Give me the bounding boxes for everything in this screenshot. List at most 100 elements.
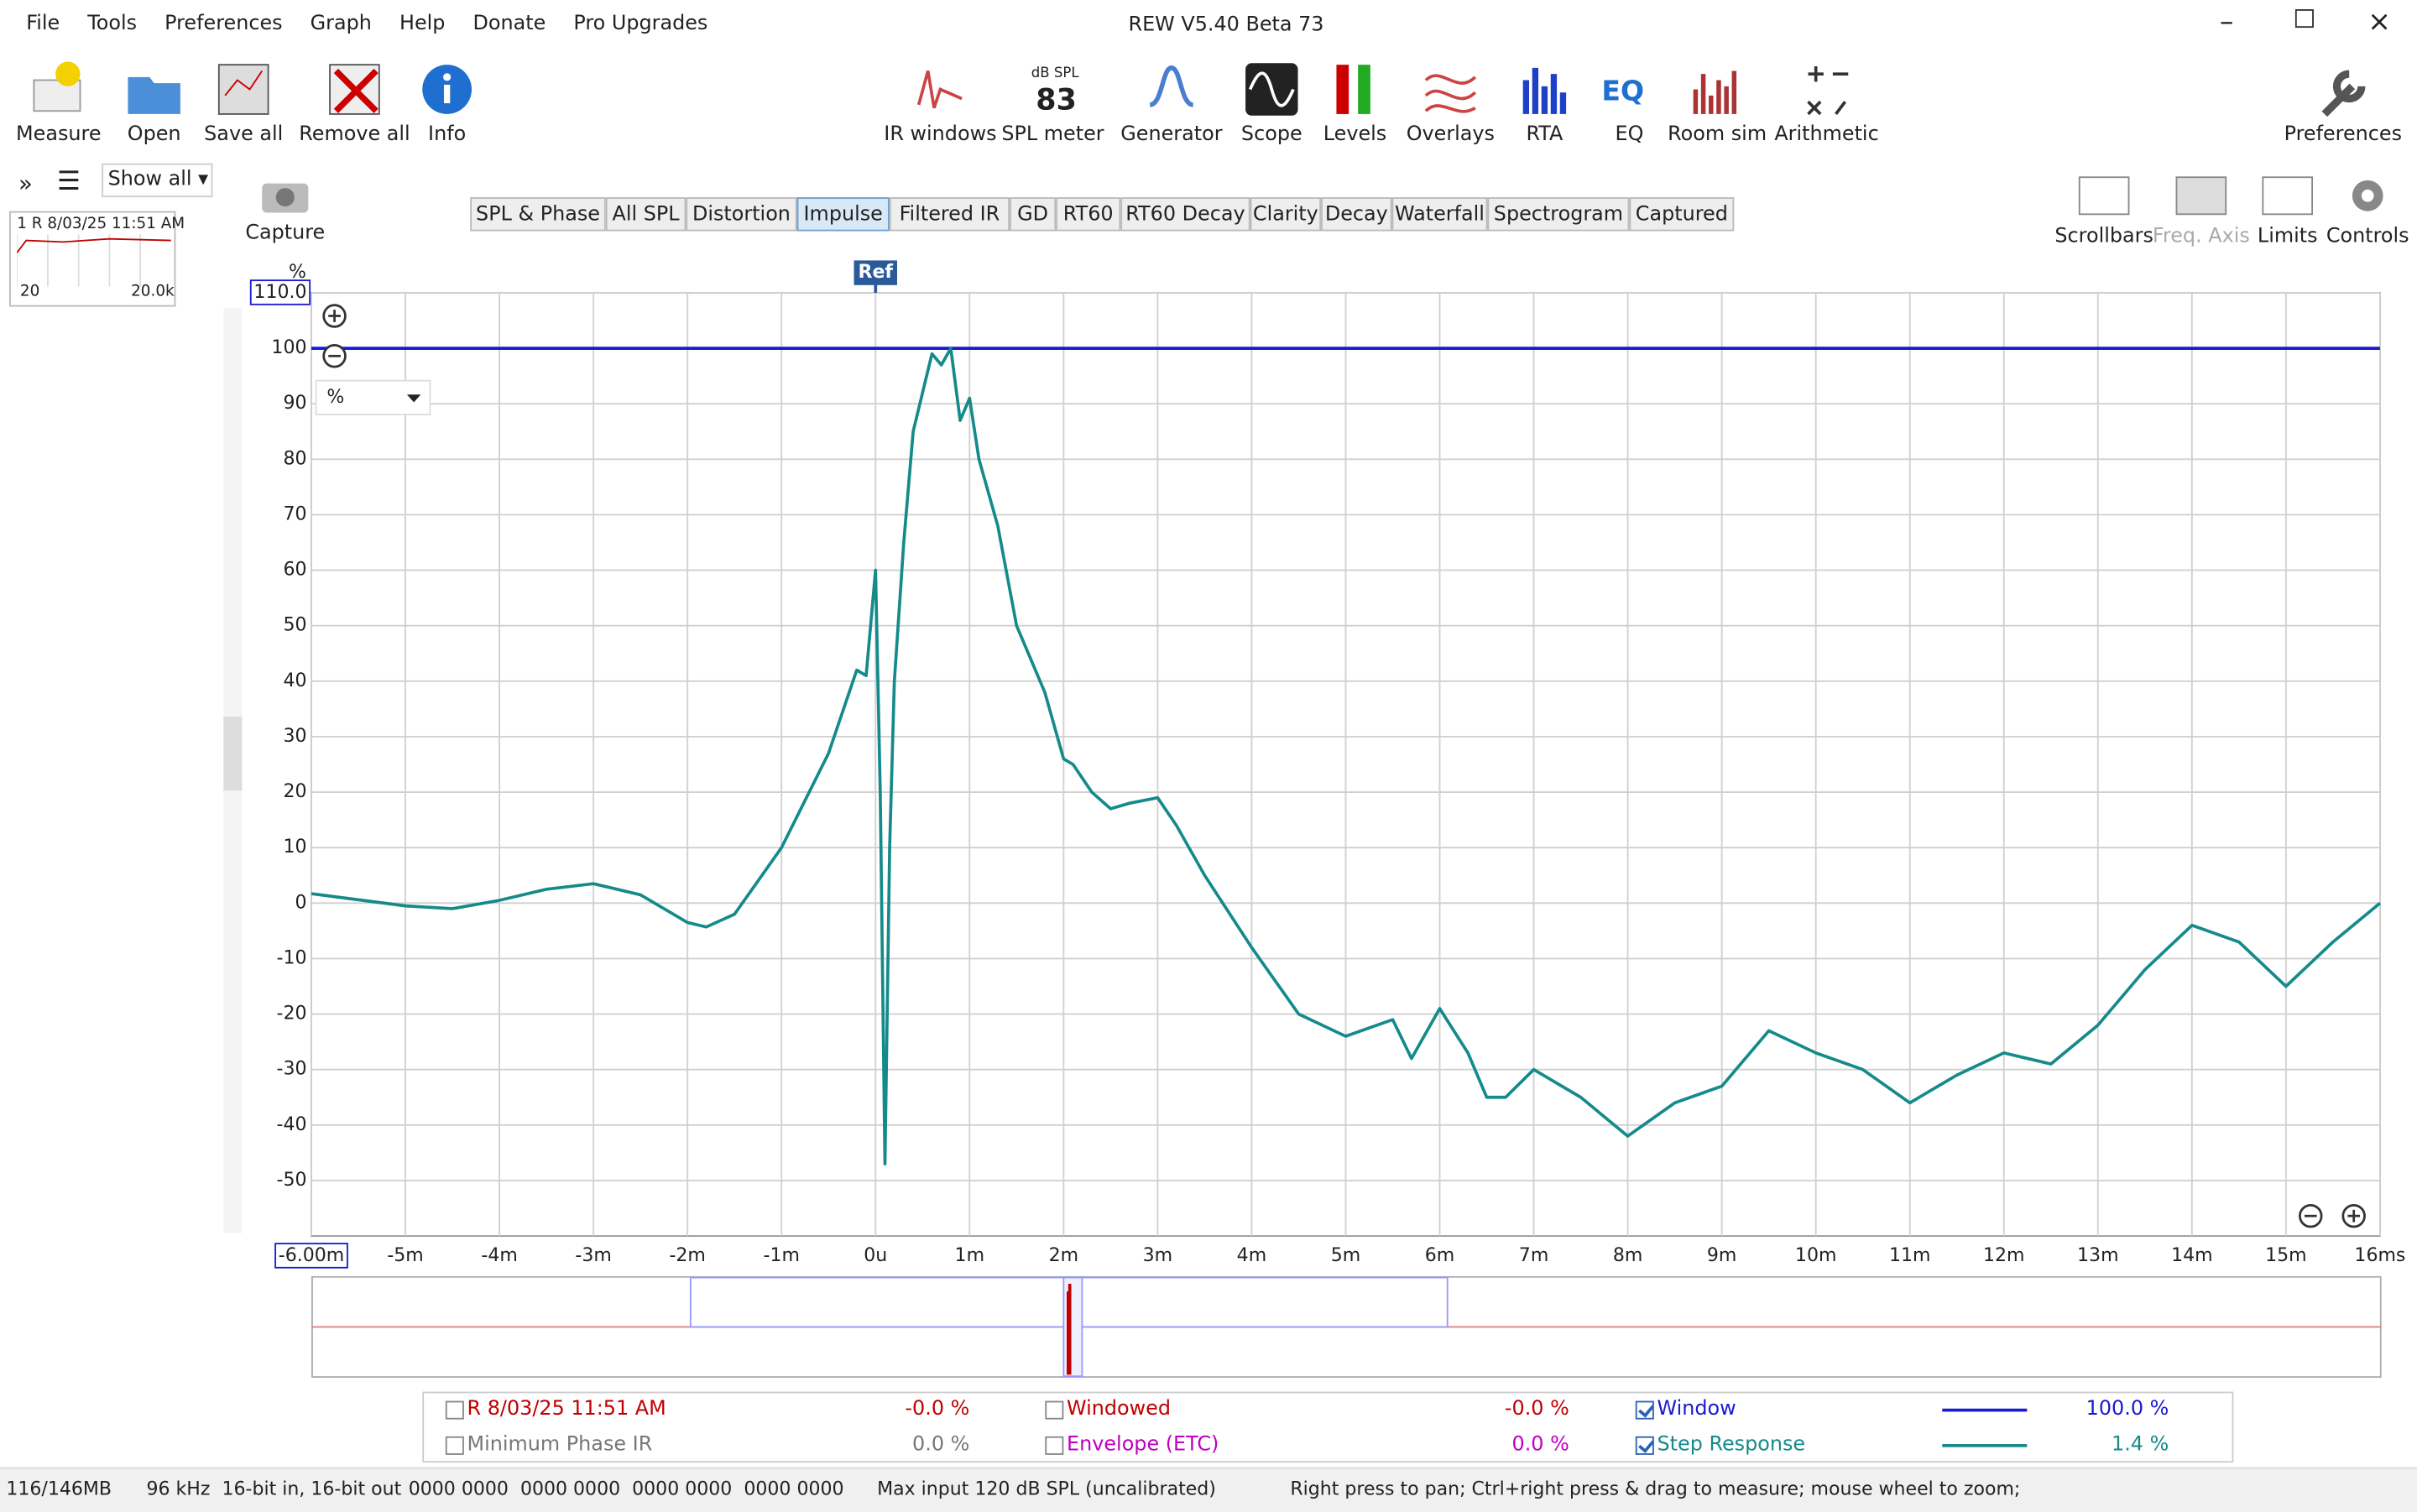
graph-tab[interactable]: Clarity <box>1250 197 1322 232</box>
graph-tab[interactable]: Distortion <box>686 197 797 232</box>
list-menu[interactable]: ☰ <box>56 166 81 198</box>
legend-readout: 100.0 % <box>2086 1397 2169 1421</box>
graph-tab[interactable]: Decay <box>1321 197 1392 232</box>
toolbar-icon <box>128 76 180 114</box>
close[interactable]: × <box>2367 6 2391 39</box>
legend-readout: 0.0 % <box>912 1433 970 1457</box>
status-item: 16-bit in, 16-bit out <box>222 1478 402 1500</box>
y-tick-label: 40 <box>283 670 306 691</box>
toolbar-icon <box>1245 63 1298 116</box>
legend-readout: 1.4 % <box>2112 1433 2169 1457</box>
toolbar-button[interactable]: Generator <box>1120 123 1223 147</box>
x-tick-label: -1m <box>764 1245 800 1266</box>
menu-item[interactable]: Help <box>399 12 446 36</box>
legend-checkbox[interactable] <box>445 1400 464 1420</box>
legend-name: Step Response <box>1657 1433 1806 1457</box>
title-bar: File Tools Preferences Graph Help Donate Pro U… <box>0 0 2417 53</box>
thumb-min: 20 <box>19 283 40 301</box>
thumb-max: 20.0k <box>131 283 175 301</box>
x-tick-label: -5m <box>387 1245 423 1266</box>
graph-tab[interactable]: Captured <box>1629 197 1735 232</box>
overview-strip[interactable] <box>311 1275 2382 1379</box>
measurement-thumb[interactable]: 1 R 8/03/25 11:51 AM 20 20.0k <box>9 211 185 307</box>
ref-label: Ref <box>859 262 894 283</box>
toolbar-button[interactable]: Info <box>428 123 467 147</box>
legend-checkbox[interactable] <box>1045 1436 1064 1455</box>
status-item: Max input 120 dB SPL (uncalibrated) <box>877 1478 1216 1500</box>
graph-tab[interactable]: Impulse <box>796 197 890 232</box>
expand[interactable]: » <box>18 169 33 198</box>
restore[interactable] <box>2294 9 2314 29</box>
legend-readout: -0.0 % <box>1504 1397 1569 1421</box>
x-tick-label: 15m <box>2265 1245 2306 1266</box>
legend-name: Minimum Phase IR <box>467 1433 653 1457</box>
x-tick-label: 10m <box>1795 1245 1837 1266</box>
y-tick-label: 100 <box>271 337 306 358</box>
capture-button[interactable]: Capture <box>245 222 326 246</box>
range-box[interactable] <box>249 279 311 305</box>
status-item: Right press to pan; Ctrl+right press & d… <box>1290 1478 2021 1500</box>
x-tick-label: 6m <box>1425 1245 1454 1266</box>
y-tick-label: 50 <box>283 615 306 636</box>
x-tick-label: 0u <box>864 1245 887 1266</box>
preferences-button[interactable]: Preferences <box>2284 123 2403 147</box>
minimize[interactable]: – <box>2219 6 2234 39</box>
graph-tab[interactable]: Waterfall <box>1391 197 1488 232</box>
control-icon <box>2352 180 2383 211</box>
toolbar-button[interactable]: Save all <box>204 123 284 147</box>
show-all-select[interactable]: Show all ▾ <box>102 163 213 198</box>
legend-checkbox[interactable] <box>1045 1400 1064 1420</box>
toolbar-button[interactable]: Levels <box>1323 123 1387 147</box>
menu-item[interactable]: Preferences <box>164 12 283 36</box>
graph-tab[interactable]: Filtered IR <box>889 197 1010 232</box>
toolbar-button[interactable]: Remove all <box>299 123 410 147</box>
toolbar-button[interactable]: Open <box>127 123 181 147</box>
toolbar-button[interactable]: Room sim <box>1668 123 1767 147</box>
toolbar-button[interactable]: Overlays <box>1406 123 1496 147</box>
graph-tab[interactable]: RT60 Decay <box>1120 197 1250 232</box>
menu-item[interactable]: Graph <box>310 12 372 36</box>
graph-control[interactable]: Controls <box>2326 225 2409 248</box>
graph-tab[interactable]: SPL & Phase <box>470 197 606 232</box>
vertical-scroll[interactable] <box>223 308 243 1233</box>
y-tick-label: 110.0 <box>253 282 306 303</box>
toolbar-button[interactable]: Scope <box>1240 123 1302 147</box>
toolbar-icon <box>1522 67 1567 114</box>
status-bar <box>0 1467 2417 1512</box>
menu-item[interactable]: File <box>26 12 60 36</box>
graph-control[interactable]: Freq. Axis <box>2152 225 2250 248</box>
toolbar-button[interactable]: EQ <box>1615 123 1644 147</box>
toolbar-button[interactable]: Arithmetic <box>1774 123 1879 147</box>
x-tick-label: -6.00m <box>279 1245 344 1266</box>
zoom-sign <box>328 310 341 322</box>
toolbar-icon <box>329 64 380 115</box>
y-tick-label: 90 <box>283 393 306 414</box>
toolbar-icon <box>422 65 472 114</box>
unit-select-label: % <box>326 387 344 408</box>
graph-tab[interactable]: All SPL <box>605 197 686 232</box>
legend-checkbox[interactable] <box>445 1436 464 1455</box>
menu-item[interactable]: Pro Upgrades <box>573 12 708 36</box>
x-tick-label: 7m <box>1519 1245 1548 1266</box>
toolbar-button[interactable]: IR windows <box>884 123 997 147</box>
range-box[interactable] <box>274 1243 348 1269</box>
graph-control[interactable]: Limits <box>2257 225 2318 248</box>
thumb-plot <box>17 234 171 287</box>
toolbar-icon <box>1336 65 1370 114</box>
legend-checkbox[interactable] <box>1635 1400 1654 1420</box>
legend-checkbox[interactable] <box>1635 1436 1654 1455</box>
legend-name: Envelope (ETC) <box>1067 1433 1219 1457</box>
graph-tab[interactable]: GD <box>1010 197 1057 232</box>
toolbar-button[interactable]: RTA <box>1526 123 1563 147</box>
menu-item[interactable]: Donate <box>472 12 546 36</box>
menu-item[interactable]: Tools <box>87 12 138 36</box>
legend-name: Window <box>1657 1397 1736 1421</box>
legend-readout: 0.0 % <box>1511 1433 1569 1457</box>
graph-control[interactable]: Scrollbars <box>2054 225 2153 248</box>
graph-tab[interactable]: Spectrogram <box>1487 197 1630 232</box>
graph-tab[interactable]: RT60 <box>1056 197 1121 232</box>
toolbar-button[interactable]: SPL meter <box>1001 123 1104 147</box>
status-item: 0000 0000 0000 0000 0000 0000 0000 0000 <box>408 1478 844 1500</box>
toolbar-button[interactable]: Measure <box>16 123 102 147</box>
